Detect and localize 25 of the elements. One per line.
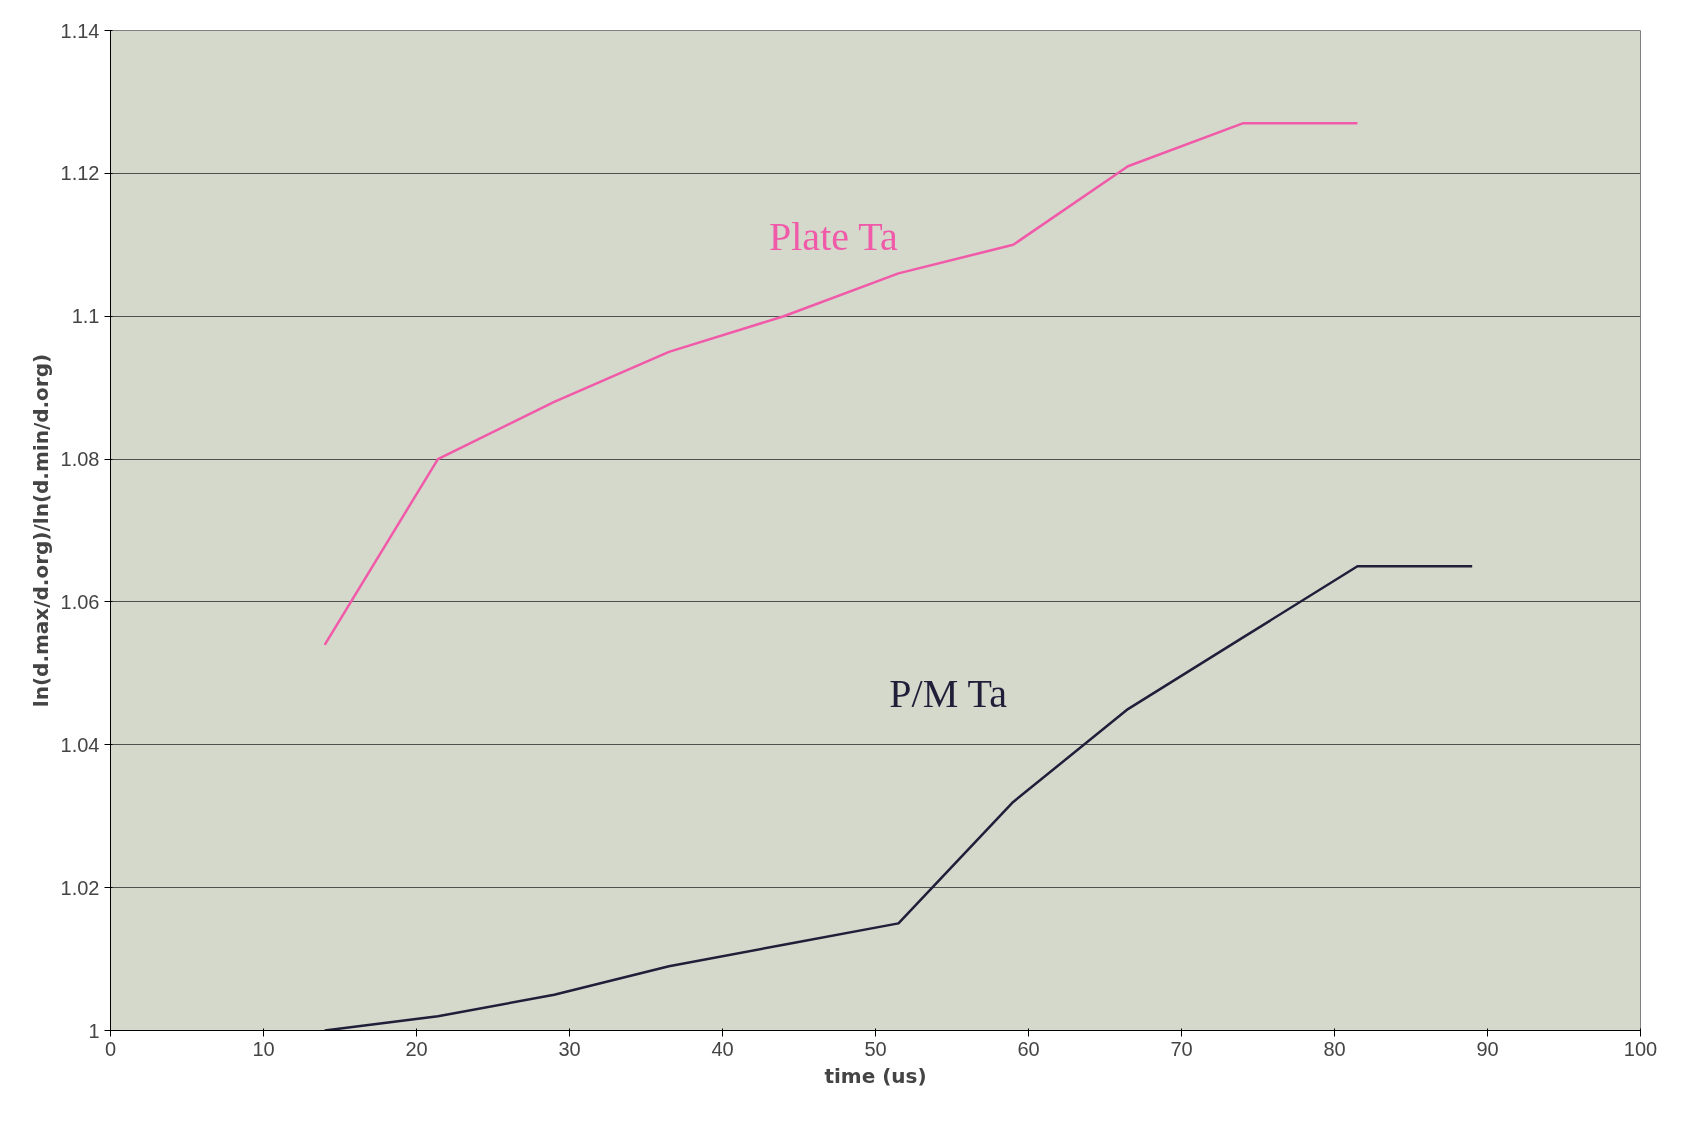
x-tick-label: 90 bbox=[1476, 1037, 1499, 1060]
y-tick-label: 1.12 bbox=[60, 162, 100, 185]
x-tick-label: 20 bbox=[405, 1037, 428, 1060]
y-tick-label: 1.1 bbox=[71, 305, 100, 328]
x-tick-label: 50 bbox=[864, 1037, 887, 1060]
x-tick-label: 30 bbox=[558, 1037, 581, 1060]
y-tick-label: 1.06 bbox=[60, 590, 100, 613]
series-label: Plate Ta bbox=[769, 213, 898, 259]
y-tick-label: 1.02 bbox=[60, 876, 100, 899]
y-tick-label: 1.08 bbox=[60, 448, 100, 471]
y-tick-label: 1 bbox=[88, 1019, 100, 1042]
y-axis-title: ln(d.max/d.org)/ln(d.min/d.org) bbox=[28, 353, 53, 708]
line-series bbox=[323, 122, 1359, 647]
x-tick-label: 100 bbox=[1623, 1037, 1658, 1060]
x-tick-label: 60 bbox=[1017, 1037, 1040, 1060]
x-tick-label: 40 bbox=[711, 1037, 734, 1060]
x-axis-title: time (us) bbox=[824, 1063, 927, 1088]
y-tick-label: 1.04 bbox=[60, 733, 100, 756]
line-series bbox=[323, 564, 1474, 1031]
x-tick-label: 70 bbox=[1170, 1037, 1193, 1060]
x-tick-label: 80 bbox=[1323, 1037, 1346, 1060]
x-tick-label: 10 bbox=[252, 1037, 275, 1060]
x-tick-label: 0 bbox=[104, 1037, 117, 1060]
y-tick-label: 1.14 bbox=[60, 19, 100, 42]
series-label: P/M Ta bbox=[889, 670, 1008, 716]
